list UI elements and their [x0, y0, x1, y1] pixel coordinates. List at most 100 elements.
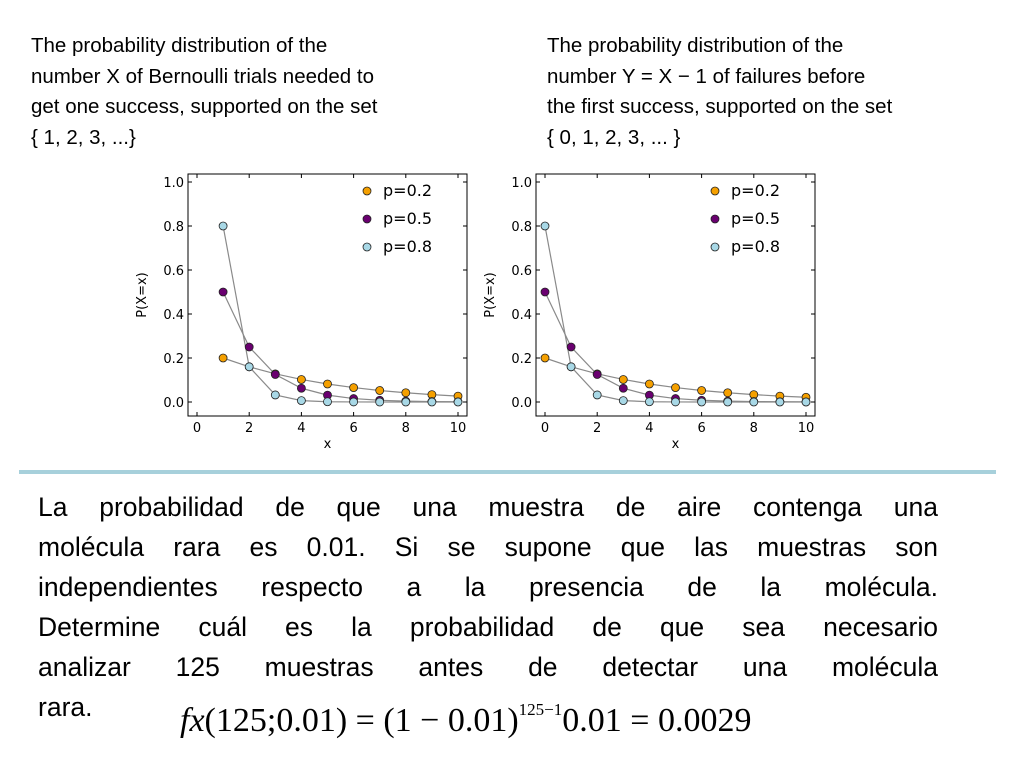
- data-point: [540, 287, 550, 297]
- legend-label: p=0.8: [731, 237, 780, 256]
- caption-line: number Y = X − 1 of failures before: [547, 64, 866, 88]
- problem-line: rara.: [38, 692, 93, 722]
- y-tick-label: 0.2: [511, 352, 532, 367]
- legend-label: p=0.5: [731, 209, 780, 228]
- data-point: [349, 383, 359, 392]
- x-tick-label: 6: [697, 421, 705, 436]
- x-tick-label: 2: [593, 421, 601, 436]
- data-point: [540, 221, 550, 231]
- geometric-distribution-chart-trials: 0.0 0.2 0.4 0.6 0.8 1.0 0 2 4 6 8 10 x P(X=x) p=0.2 p=0…: [135, 173, 468, 452]
- data-point: [270, 370, 280, 379]
- formula: fx(125;0.01) = (1 − 0.01)125−10.01 = 0.0…: [180, 699, 752, 740]
- section-divider: [19, 470, 996, 474]
- y-axis-label: P(X=x): [483, 272, 498, 317]
- legend-marker: [362, 186, 372, 196]
- formula-args: (125;0.01): [204, 702, 348, 739]
- problem-line: molécula rara es 0.01. Si se supone que …: [38, 532, 938, 562]
- geometric-distribution-chart-failures: 0.0 0.2 0.4 0.6 0.8 1.0 0 2 4 6 8 10 x P(X=x) p=0.2 p=0…: [483, 173, 816, 452]
- x-tick-label: 4: [645, 421, 653, 436]
- data-point: [775, 397, 785, 407]
- data-point: [644, 379, 654, 389]
- data-point: [270, 390, 280, 400]
- x-axis-label: x: [672, 437, 680, 452]
- formula-factor: 0.01: [562, 702, 622, 739]
- y-tick-label: 1.0: [511, 176, 532, 191]
- legend-label: p=0.2: [731, 181, 780, 200]
- caption-left: The probability distribution of the numb…: [31, 31, 481, 153]
- data-point: [375, 397, 385, 407]
- x-tick-label: 8: [402, 421, 410, 436]
- data-point: [244, 362, 254, 372]
- data-point: [723, 397, 733, 407]
- y-tick-label: 0.2: [163, 352, 184, 367]
- data-point: [671, 397, 680, 407]
- caption-line: The probability distribution of the: [31, 34, 328, 57]
- x-tick-label: 0: [541, 421, 549, 436]
- legend-marker: [710, 214, 720, 224]
- series-line-p=0.5: [222, 291, 459, 403]
- data-point: [618, 375, 628, 384]
- legend-label: p=0.2: [383, 181, 432, 200]
- data-point: [375, 386, 385, 395]
- data-point: [697, 397, 707, 407]
- data-point: [296, 396, 306, 405]
- problem-line: independientes respecto a la presencia d…: [38, 572, 938, 602]
- data-point: [644, 397, 654, 407]
- data-point: [801, 397, 811, 407]
- y-tick-label: 0.8: [511, 220, 532, 235]
- legend-marker: [362, 214, 372, 224]
- data-point: [540, 353, 550, 363]
- legend-label: p=0.8: [383, 237, 432, 256]
- data-point: [697, 386, 707, 395]
- x-tick-label: 8: [750, 421, 758, 436]
- problem-line: Determine cuál es la probabilidad de que…: [38, 612, 938, 642]
- data-point: [618, 383, 628, 393]
- y-tick-label: 1.0: [163, 176, 184, 191]
- problem-statement: La probabilidad de que una muestra de ai…: [38, 487, 938, 727]
- data-point: [323, 379, 332, 389]
- data-point: [453, 397, 463, 407]
- series-line-p=0.2: [222, 357, 459, 397]
- y-tick-label: 0.6: [163, 264, 184, 279]
- caption-line: The probability distribution of the: [547, 34, 844, 57]
- formula-equals: =: [347, 702, 384, 739]
- y-tick-label: 0.8: [163, 220, 184, 235]
- data-point: [566, 362, 576, 372]
- caption-line: { 0, 1, 2, 3, ... }: [547, 125, 681, 149]
- data-point: [592, 390, 602, 400]
- problem-line: analizar 125 muestras antes de detectar …: [38, 652, 938, 682]
- legend-marker: [710, 242, 720, 252]
- data-point: [218, 221, 228, 231]
- y-tick-label: 0.4: [511, 308, 532, 323]
- data-point: [592, 370, 602, 379]
- data-point: [218, 353, 228, 363]
- data-point: [566, 342, 576, 352]
- formula-result: 0.0029: [657, 702, 752, 739]
- plot-frame: [535, 173, 816, 417]
- formula-exponent: 125−1: [518, 699, 563, 719]
- caption-line: number X of Bernoulli trials needed to: [31, 64, 375, 88]
- data-point: [296, 375, 306, 384]
- data-point: [323, 397, 332, 407]
- data-point: [296, 383, 306, 393]
- y-axis-label: P(X=x): [135, 272, 150, 317]
- caption-line: { 1, 2, 3, ...}: [31, 125, 136, 149]
- data-point: [618, 396, 628, 405]
- legend-marker: [710, 186, 720, 196]
- caption-line: get one success, supported on the set: [31, 95, 378, 118]
- y-tick-label: 0.0: [511, 396, 532, 411]
- y-tick-label: 0.4: [163, 308, 184, 323]
- x-axis-label: x: [324, 437, 332, 452]
- x-tick-label: 6: [349, 421, 357, 436]
- formula-function: fx: [180, 702, 205, 739]
- formula-base: (1 − 0.01): [383, 702, 519, 739]
- problem-line: La probabilidad de que una muestra de ai…: [38, 492, 938, 522]
- x-tick-label: 4: [297, 421, 305, 436]
- formula-equals: =: [621, 702, 658, 739]
- caption-line: the first success, supported on the set: [547, 95, 893, 118]
- data-point: [401, 388, 411, 398]
- data-point: [244, 342, 254, 352]
- x-tick-label: 10: [450, 421, 467, 436]
- data-point: [723, 388, 733, 398]
- data-point: [749, 397, 759, 407]
